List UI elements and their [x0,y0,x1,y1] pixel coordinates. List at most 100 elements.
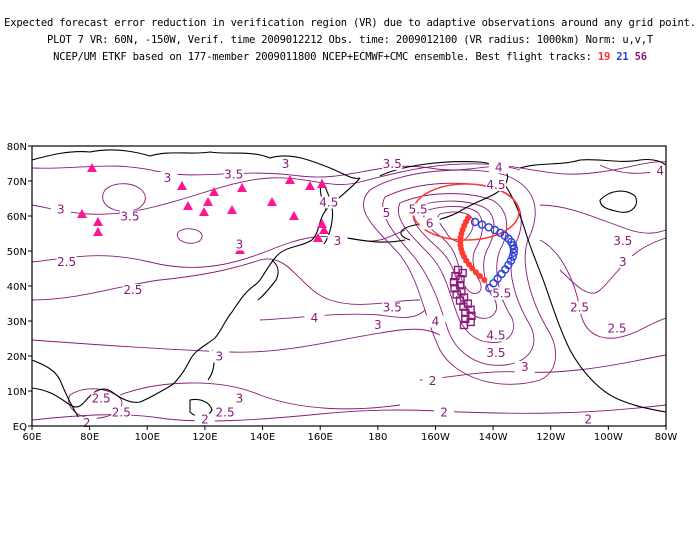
contour-label-bg [215,406,236,419]
contour-label-bg [491,287,512,300]
contour-label-bg [157,172,178,184]
contour-label: 3 [236,392,244,406]
contour-35-north [32,161,666,215]
track-19-point [472,269,479,276]
track-19-label: 19 [597,51,611,63]
contour-label: 2.5 [112,406,131,420]
contour-3-lower [32,328,441,353]
raob-triangle [203,197,213,206]
contour-label: 2 [83,416,91,430]
track-19-point [476,273,483,280]
raob-triangle [87,163,97,172]
contour-label: 3 [282,157,290,171]
coast-alaska [379,161,509,241]
contour-east-1 [539,239,666,339]
contour-label-bg [425,315,446,328]
contour-label-bg [408,203,429,216]
contour-vr-4 [412,200,497,319]
contour-label: 3.5 [613,234,632,248]
contour-mid-1 [32,229,406,268]
lon-label: 120W [536,432,565,443]
contour-4-mid [259,309,426,321]
contour-label-bg [607,322,628,335]
contour-label: 3 [619,255,627,269]
contour-label: 5.5 [492,287,511,301]
track-21-point [509,244,519,254]
contour-label: 2.5 [216,406,235,420]
lon-label: 140W [479,432,508,443]
contour-label: 2 [201,413,209,427]
track-21-point [489,279,498,288]
contour-25-mid [32,258,421,305]
title-line-3-text: NCEP/UM ETKF based on 177-member 2009011… [53,51,592,63]
contour-vr-outer [363,169,556,385]
contour-label-bg [194,413,215,426]
coast-east-asia [32,177,361,408]
contour-label-bg [275,158,296,170]
coast-siberia [32,149,361,179]
contour-label: 3.5 [383,157,402,171]
contour-label: 2.5 [607,322,626,336]
contour-25-lower [119,382,401,410]
contour-label-bg [91,392,112,405]
contour-west-loop [102,183,146,213]
contour-label: 3 [57,203,65,217]
track-19-point [481,277,488,283]
track-21-point [470,217,480,227]
contour-label-bg [327,235,348,247]
track-56-point [459,320,469,330]
lat-label: 30N [7,317,27,328]
lon-label: 60E [22,432,41,443]
contour-label: 3 [236,238,244,252]
raob-triangle [199,207,209,216]
contour-label-bg [485,347,506,359]
track-21-point [509,248,518,257]
coast-north-america [504,184,666,413]
contour-label-bg [111,406,132,419]
lat-label: 80N [7,142,27,153]
raob-triangle [209,187,219,196]
lon-label: 100E [135,432,160,443]
contour-label: 2.5 [570,301,589,315]
contour-label-bg [578,413,599,426]
contour-label-bg [488,161,509,174]
contour-label: 2.5 [123,283,142,297]
contour-label-bg [56,256,77,268]
contour-label: 4.5 [319,196,338,210]
raob-triangle [319,225,329,234]
track-21-point [506,256,516,266]
title-line-2: PLOT 7 VR: 60N, -150W, Verif. time 20090… [46,34,654,46]
raob-triangle [93,217,103,226]
contour-label: 3 [334,234,342,248]
raob-triangle [93,227,103,236]
coast-india [32,359,81,421]
contour-label-bg [650,165,671,177]
coast-canada-arctic [519,158,666,169]
coastlines [32,149,666,421]
contour-label: 5 [383,206,391,220]
lat-label: 60N [7,212,27,223]
contour-label: 4 [656,164,664,178]
contour-label-bg [50,203,71,216]
raob-triangle [317,219,327,228]
raob-triangle [267,197,277,206]
contour-east-4 [539,204,666,234]
contour-label-bg [229,392,250,405]
raob-triangle [305,181,315,190]
contour-label: 4.5 [486,329,505,343]
lat-label: 70N [7,177,27,188]
title-line-3: NCEP/UM ETKF based on 177-member 2009011… [0,51,700,63]
coast-kamchatka [319,178,334,245]
contour-label: 4.5 [486,178,505,192]
contour-label: 2.5 [57,255,76,269]
contour-label-bg [119,210,140,223]
contour-label: 4 [311,311,319,325]
title-line-1: Expected forecast error reduction in ver… [4,17,696,29]
coast-borneo [189,398,213,417]
lon-label: 120E [192,432,217,443]
contour-label-bg [514,361,535,373]
contour-label: 3 [164,171,172,185]
raob-triangle [313,233,323,242]
raob-triangles [77,163,329,254]
